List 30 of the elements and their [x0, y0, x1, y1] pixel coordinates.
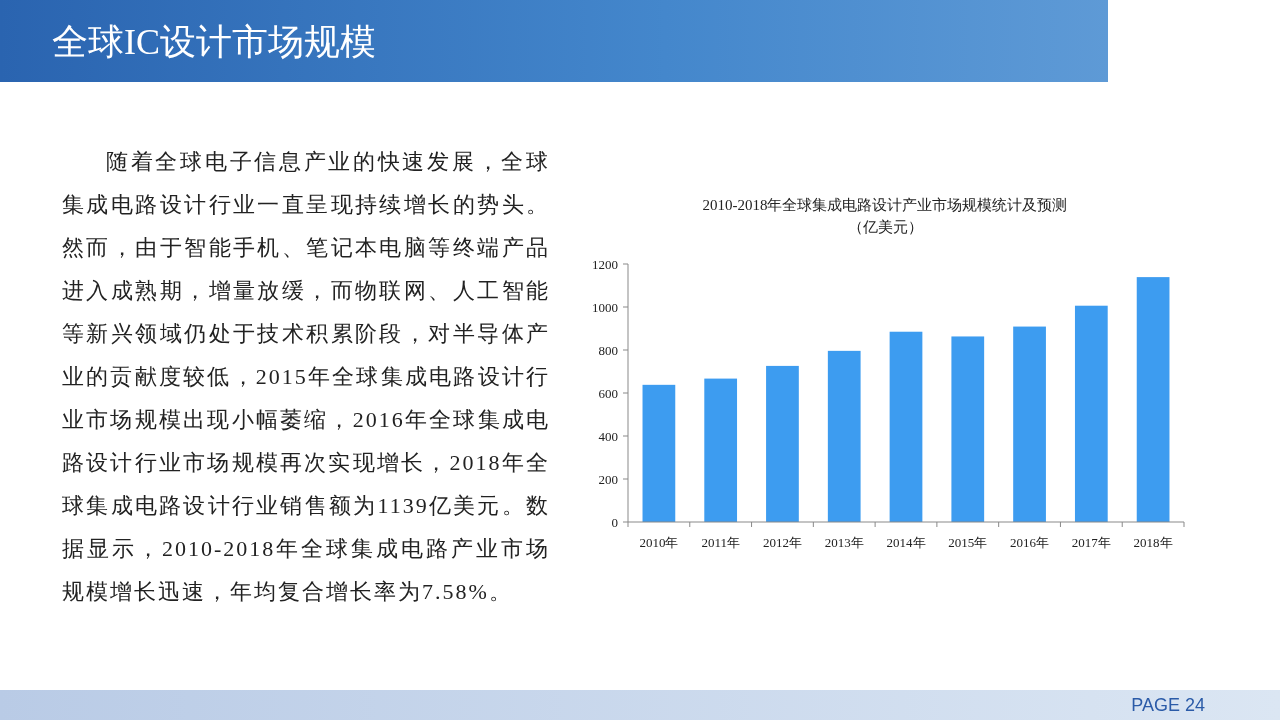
text: 全球IC设计市场规模 — [52, 22, 376, 62]
y-tick-label: 400 — [598, 428, 618, 444]
bar — [827, 350, 861, 522]
y-tick-label: 600 — [598, 385, 618, 401]
bar — [1013, 326, 1046, 522]
x-tick-label: 2017年 — [1071, 534, 1111, 550]
bar — [704, 378, 738, 522]
y-tick-label: 0 — [611, 514, 618, 530]
x-tick-label: 2014年 — [886, 534, 926, 550]
x-tick-label: 2018年 — [1133, 534, 1173, 550]
bar — [1136, 277, 1170, 522]
x-tick-label: 2011年 — [701, 534, 740, 550]
bar — [951, 336, 985, 522]
y-tick-label: 800 — [598, 342, 618, 358]
x-tick-label: 2010年 — [639, 534, 679, 550]
text: 随着全球电子信息产业的快速发展，全球集成电路设计行业一直呈现持续增长的势头。然而，由于智能手机、笔记本电脑等终端产品进入成熟期，增量放缓，而物联网、人工智能等新兴领域仍处于技术积累阶段，对半导体产业的贡献度较低，2015年全球集成电路设计行业市场规模出现小幅萎缩，2016年全球集成电路设计行业市场规模再次实现增长，2018年全球集成电路设计行业销售额为1139亿美元。数据显示，2010-2018年全球集成电路产业市场规模增长迅速，年均复合增长率为7.58%。 — [62, 149, 550, 604]
text: PAGE 24 — [1131, 695, 1205, 715]
x-tick-label: 2012年 — [762, 534, 802, 550]
bar — [766, 365, 799, 522]
y-tick-label: 200 — [598, 471, 618, 487]
chart-title: 2010-2018年全球集成电路设计产业市场规模统计及预测 — [702, 197, 1068, 213]
x-tick-label: 2015年 — [948, 534, 988, 550]
chart-subtitle: （亿美元） — [847, 219, 923, 235]
bar — [889, 331, 923, 522]
y-tick-label: 1200 — [592, 256, 618, 272]
x-tick-label: 2013年 — [824, 534, 864, 550]
x-tick-label: 2016年 — [1010, 534, 1050, 550]
bar — [1074, 305, 1108, 522]
y-tick-label: 1000 — [592, 299, 618, 315]
bar — [642, 384, 676, 522]
